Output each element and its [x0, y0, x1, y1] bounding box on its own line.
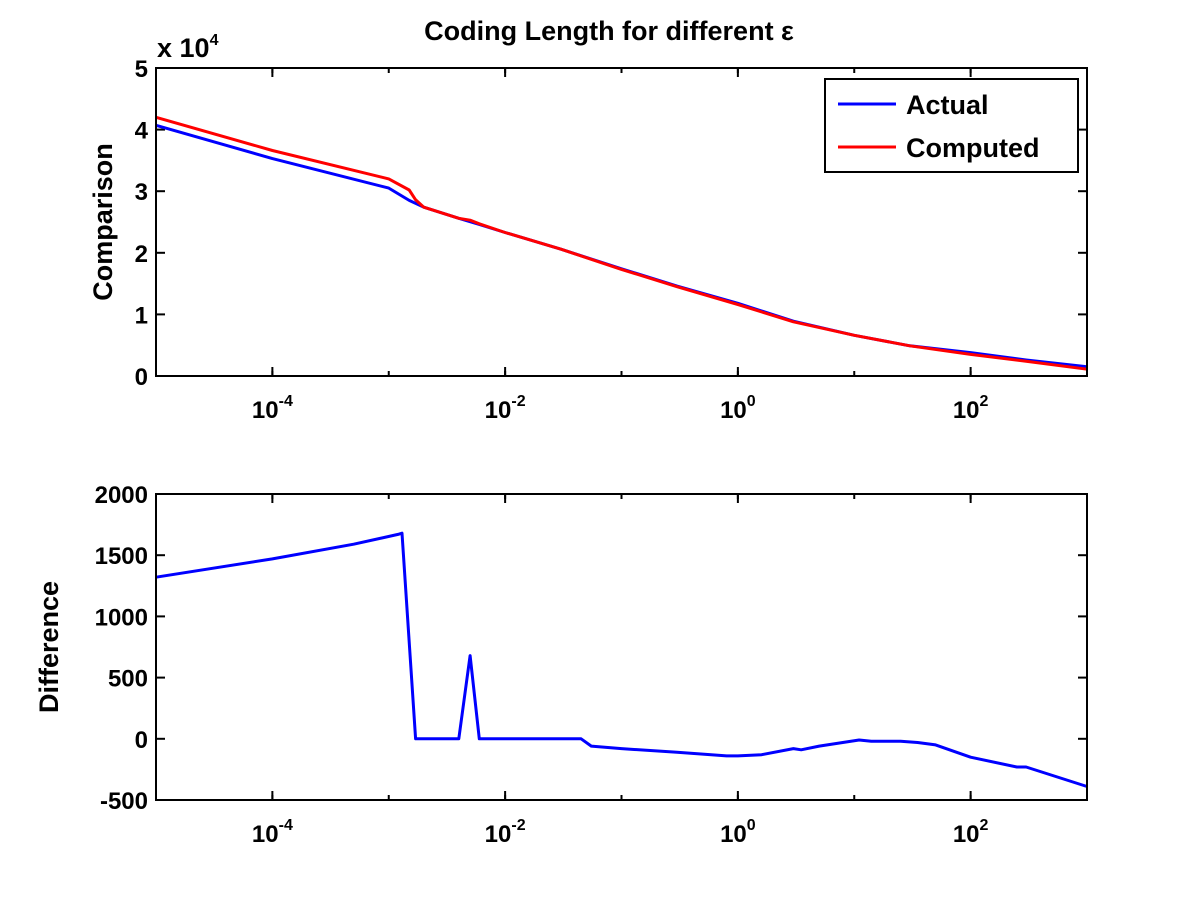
- chart-title: Coding Length for different ε: [424, 16, 794, 46]
- bottom-y-tick-label: 500: [108, 666, 148, 693]
- bottom-y-tick-label: 1500: [95, 543, 148, 570]
- top-y-tick-label: 0: [135, 364, 148, 391]
- top-y-tick-label: 5: [135, 56, 148, 83]
- y-multiplier-base: x 10: [157, 33, 210, 63]
- top-x-tick-label: 10-2: [485, 393, 526, 424]
- bottom-plot-frame: [155, 493, 1088, 801]
- top-x-tick-label: 10-4: [252, 393, 293, 424]
- top-plot-frame: [155, 67, 1088, 377]
- bottom-y-tick-label: -500: [100, 788, 148, 815]
- bottom-y-tick-label: 2000: [95, 482, 148, 509]
- bottom-axis-ticks: 10-4 10-2 100 102 -500 0 500 1000 1500 2000: [95, 482, 1087, 848]
- y-axis-label-difference: Difference: [34, 581, 64, 713]
- bottom-y-tick-label: 1000: [95, 604, 148, 631]
- y-multiplier: x 104: [157, 32, 219, 63]
- legend-box: [824, 78, 1079, 173]
- bottom-x-tick-label: 102: [953, 817, 989, 848]
- top-x-tick-label: 100: [720, 393, 756, 424]
- top-series-lines: [155, 115, 1088, 371]
- top-y-tick-label: 2: [135, 241, 148, 268]
- legend: Actual Computed: [824, 78, 1079, 173]
- comparison-chart: Coding Length for different ε Comparison…: [88, 16, 1088, 424]
- series-line-difference: [155, 531, 1088, 788]
- bottom-x-tick-label: 10-2: [485, 817, 526, 848]
- y-axis-label-comparison: Comparison: [88, 143, 118, 301]
- top-y-tick-label: 3: [135, 179, 148, 206]
- bottom-x-tick-label: 100: [720, 817, 756, 848]
- top-axis-ticks: 10-4 10-2 100 102 0 1 2 3 4 5: [135, 56, 1087, 424]
- top-x-tick-label: 102: [953, 393, 989, 424]
- series-line-computed: [155, 115, 1088, 371]
- bottom-x-tick-label: 10-4: [252, 817, 293, 848]
- legend-label-actual: Actual: [906, 90, 989, 120]
- y-multiplier-exponent: 4: [210, 32, 219, 49]
- top-y-tick-label: 1: [135, 302, 148, 329]
- top-y-tick-label: 4: [135, 118, 149, 145]
- difference-chart: Difference 10-4 10-2 100 102 -500 0 500 1000 150…: [34, 482, 1088, 848]
- bottom-series-lines: [155, 531, 1088, 788]
- bottom-y-tick-label: 0: [135, 727, 148, 754]
- legend-label-computed: Computed: [906, 133, 1039, 163]
